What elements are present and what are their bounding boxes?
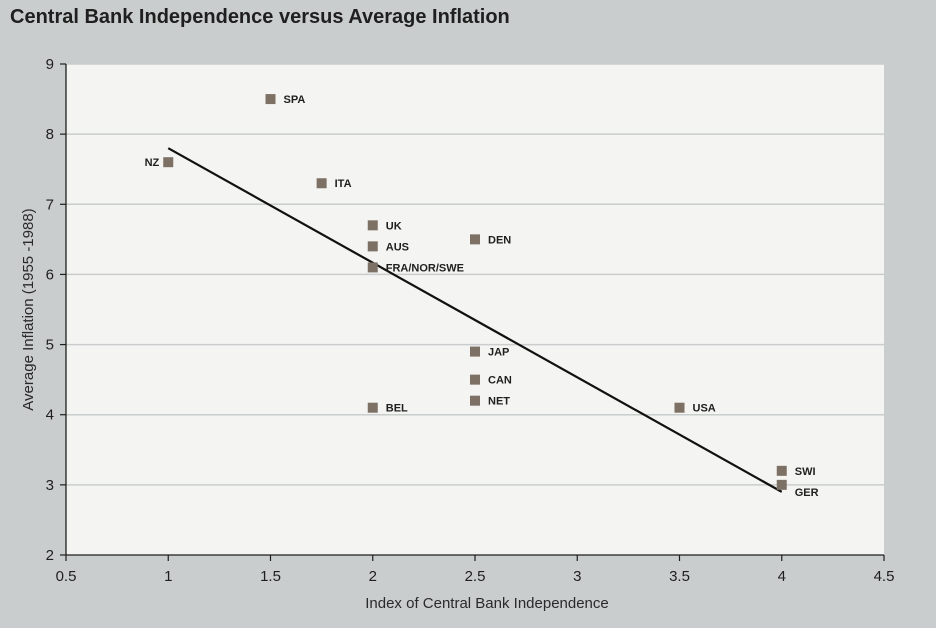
point-aus xyxy=(367,241,378,252)
point-label-fra-nor-swe: FRA/NOR/SWE xyxy=(386,262,464,274)
x-tick-label: 2.5 xyxy=(465,568,486,585)
y-tick-label: 5 xyxy=(46,337,54,354)
x-tick-label: 0.5 xyxy=(56,568,77,585)
point-swi xyxy=(776,465,787,476)
point-uk xyxy=(367,220,378,231)
point-label-swi: SWI xyxy=(795,466,816,478)
y-tick-label: 7 xyxy=(46,196,54,213)
y-axis-label: Average Inflation (1955 -1988) xyxy=(20,208,37,410)
point-label-can: CAN xyxy=(488,375,512,387)
x-tick-label: 3.5 xyxy=(669,568,690,585)
y-tick-label: 4 xyxy=(46,407,54,424)
point-bel xyxy=(367,402,378,413)
x-tick-label: 4 xyxy=(778,568,786,585)
y-tick-label: 3 xyxy=(46,477,54,494)
point-net xyxy=(470,395,480,406)
point-fra-nor-swe xyxy=(367,262,378,273)
point-spa xyxy=(265,94,276,105)
point-label-aus: AUS xyxy=(386,241,409,253)
x-tick-label: 1 xyxy=(164,568,172,585)
point-label-uk: UK xyxy=(386,220,402,232)
point-label-ita: ITA xyxy=(335,178,352,190)
point-usa xyxy=(674,402,685,413)
x-tick-label: 1.5 xyxy=(260,568,281,585)
point-jap xyxy=(470,346,480,357)
point-ger xyxy=(776,479,787,490)
y-tick-label: 8 xyxy=(46,126,54,143)
point-nz xyxy=(163,157,174,168)
x-tick-label: 3 xyxy=(573,568,581,585)
x-axis-label: Index of Central Bank Independence xyxy=(365,595,609,612)
y-tick-label: 6 xyxy=(46,266,54,283)
point-label-net: NET xyxy=(488,396,510,408)
point-label-den: DEN xyxy=(488,234,511,246)
x-tick-label: 4.5 xyxy=(874,568,895,585)
y-tick-label: 2 xyxy=(46,547,54,564)
point-label-ger: GER xyxy=(795,487,819,499)
point-can xyxy=(470,374,480,385)
point-den xyxy=(470,234,480,245)
point-label-usa: USA xyxy=(693,403,716,415)
point-ita xyxy=(316,178,327,189)
trend-line xyxy=(167,147,783,493)
x-tick-label: 2 xyxy=(369,568,377,585)
point-label-nz: NZ xyxy=(145,157,160,169)
point-label-jap: JAP xyxy=(488,347,509,359)
point-label-bel: BEL xyxy=(386,403,408,415)
chart-title: Central Bank Independence versus Average… xyxy=(10,6,510,28)
y-tick-label: 9 xyxy=(46,56,54,73)
point-label-spa: SPA xyxy=(284,94,306,106)
